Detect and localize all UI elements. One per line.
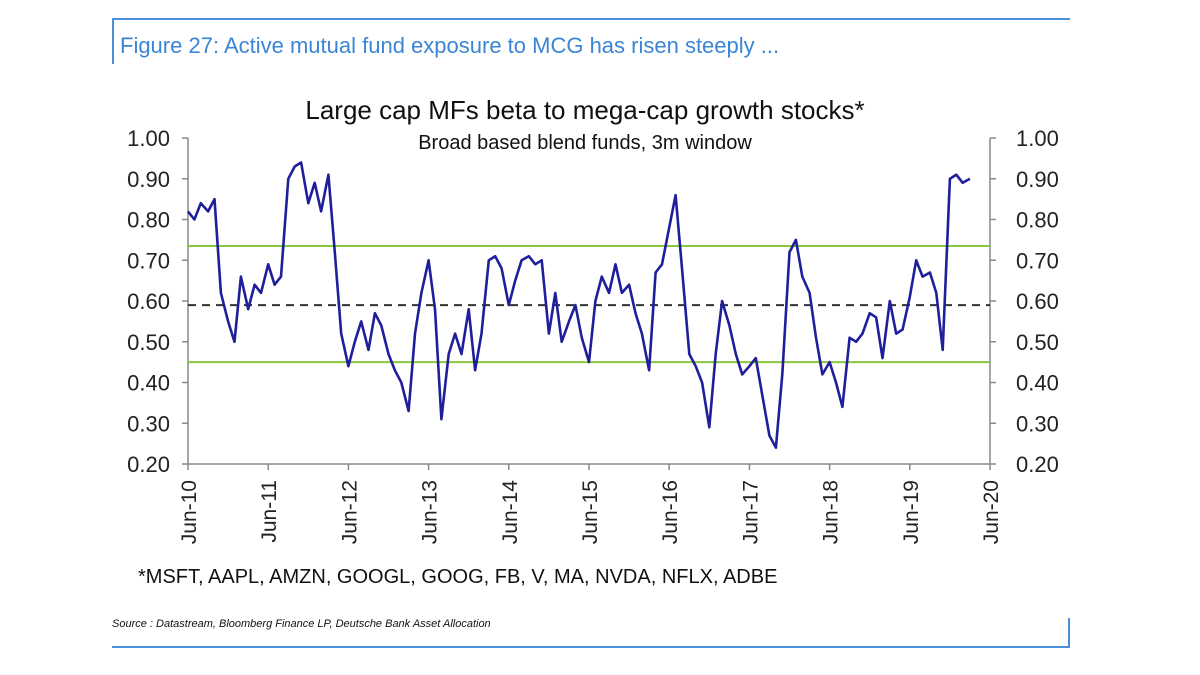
y-tick-label-right: 0.60 [1016,289,1059,314]
y-tick-label-right: 0.70 [1016,248,1059,273]
source-note: Source : Datastream, Bloomberg Finance L… [112,618,491,630]
y-tick-label-right: 0.40 [1016,371,1059,396]
x-tick-label: Jun-18 [820,480,843,544]
y-tick-label-left: 0.20 [127,452,170,477]
x-tick-label: Jun-20 [980,480,1003,544]
x-tick-label: Jun-12 [338,480,361,544]
x-tick-label: Jun-17 [739,480,762,544]
y-tick-label-left: 0.30 [127,411,170,436]
x-tick-label: Jun-10 [178,480,201,544]
x-tick-label: Jun-13 [419,480,442,544]
y-tick-label-left: 0.60 [127,289,170,314]
y-tick-label-left: 0.80 [127,208,170,233]
y-tick-label-left: 0.90 [127,167,170,192]
y-tick-label-left: 0.50 [127,330,170,355]
y-tick-label-left: 1.00 [127,126,170,151]
frame-left-border [112,18,114,64]
x-tick-label: Jun-19 [900,480,923,544]
frame-right-border [1068,618,1070,648]
frame-top-border [112,18,1070,20]
figure-title: Figure 27: Active mutual fund exposure t… [120,33,780,58]
y-tick-label-left: 0.70 [127,248,170,273]
x-tick-label: Jun-15 [579,480,602,544]
y-tick-label-left: 0.40 [127,371,170,396]
y-tick-label-right: 1.00 [1016,126,1059,151]
y-tick-label-right: 0.30 [1016,411,1059,436]
x-tick-label: Jun-14 [499,480,522,545]
chart-subtitle: Broad based blend funds, 3m window [418,132,752,154]
y-tick-label-right: 0.90 [1016,167,1059,192]
y-tick-label-right: 0.20 [1016,452,1059,477]
x-tick-label: Jun-16 [659,480,682,544]
chart-title: Large cap MFs beta to mega-cap growth st… [305,95,865,125]
chart-footnote: *MSFT, AAPL, AMZN, GOOGL, GOOG, FB, V, M… [138,566,778,588]
series-line-beta [186,161,971,450]
y-tick-label-right: 0.50 [1016,330,1059,355]
x-tick-label: Jun-11 [258,480,281,543]
y-tick-label-right: 0.80 [1016,208,1059,233]
frame-bottom-border [112,646,1070,648]
